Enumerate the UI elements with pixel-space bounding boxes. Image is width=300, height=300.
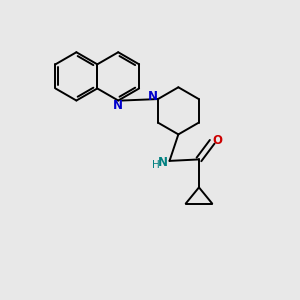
Text: N: N: [113, 99, 123, 112]
Text: N: N: [158, 156, 168, 169]
Text: N: N: [148, 90, 158, 103]
Text: O: O: [212, 134, 223, 147]
Text: H: H: [152, 160, 159, 170]
